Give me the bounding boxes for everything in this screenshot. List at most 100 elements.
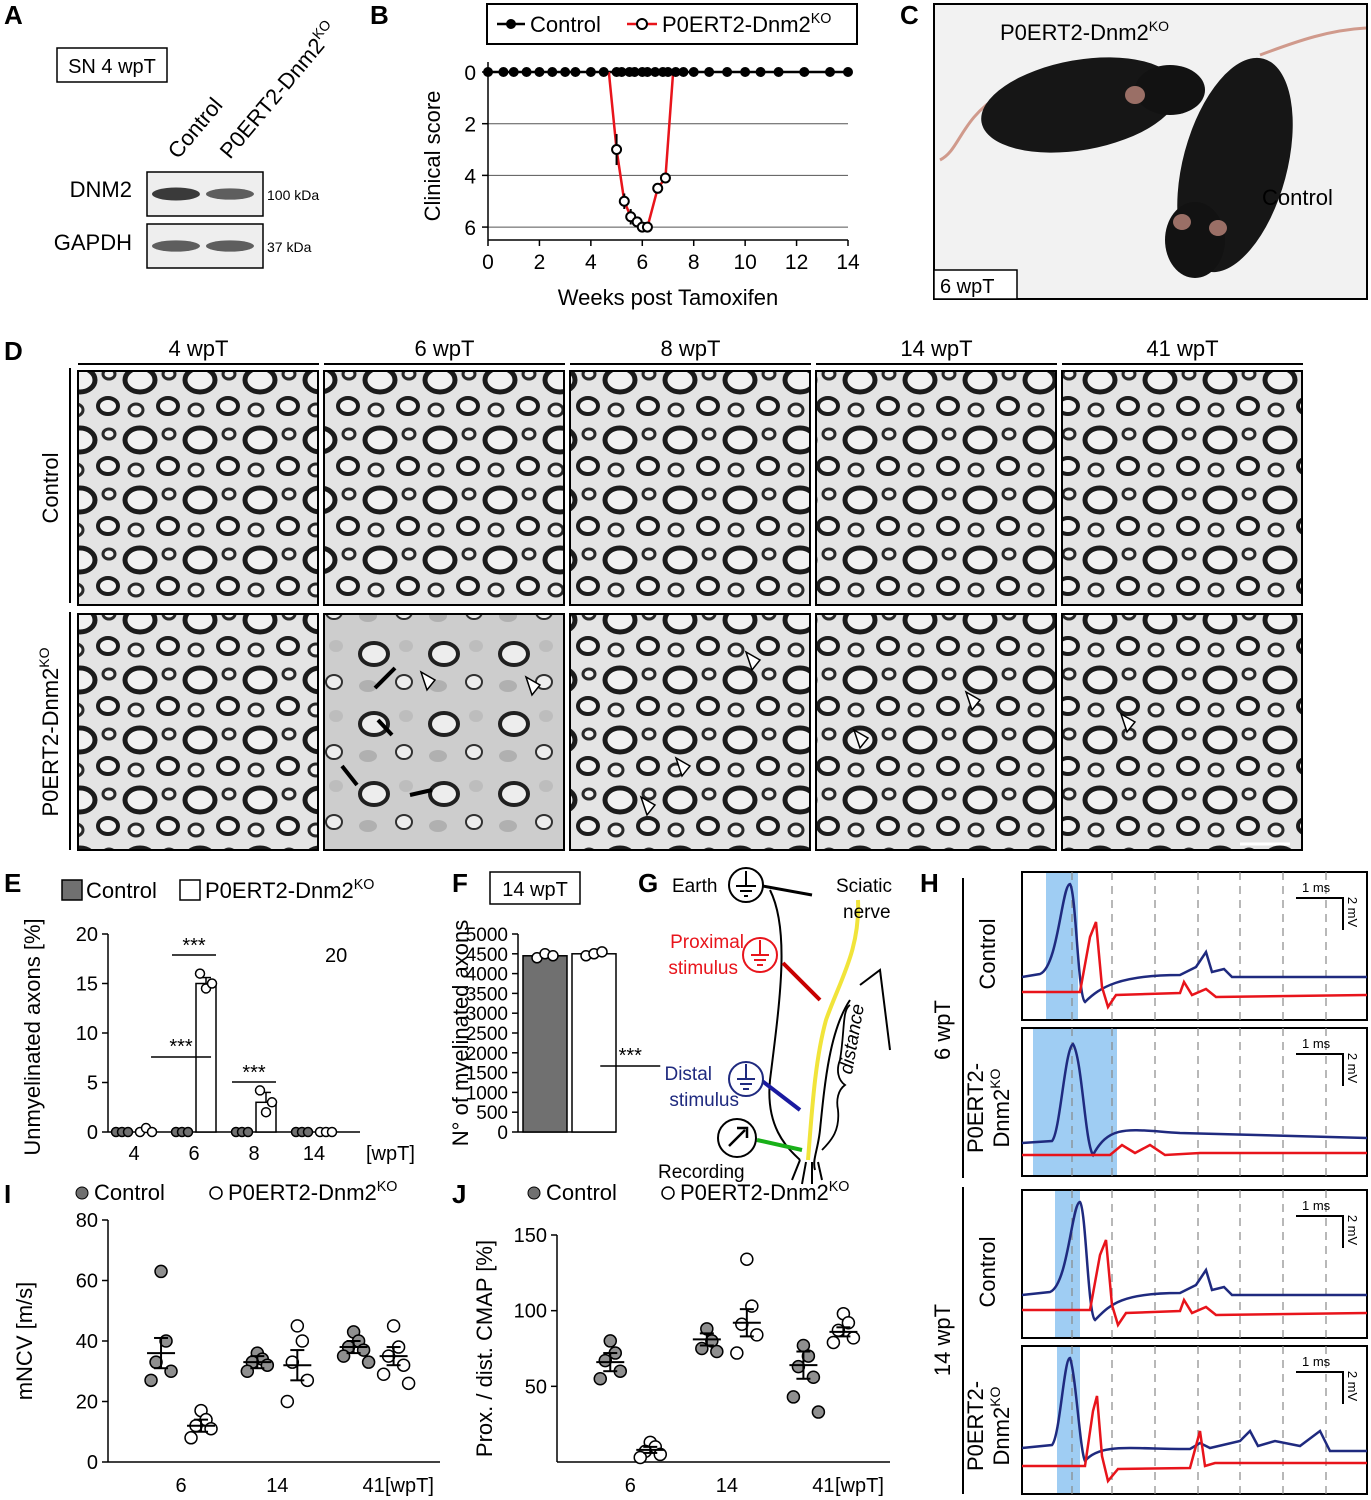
panel-letter-d: D [4,336,23,366]
scale-time-label: 1 ms [1302,1198,1331,1213]
point-control [773,67,784,77]
panel-letter-a: A [4,0,23,30]
point-control [616,67,627,77]
point-control [593,1372,608,1386]
latency-highlight [1055,1191,1080,1337]
y-tick-label: 2500 [466,1024,508,1045]
x-tick-label: 8 [688,251,700,274]
trace-proximal [1022,1143,1367,1157]
y-tick-label: 150 [514,1225,547,1247]
point-ko [841,1316,856,1330]
trace-distal [1021,882,1367,1004]
point-control [786,1390,801,1404]
point-ko [633,1450,648,1465]
point-control [710,1344,724,1359]
scale-time-label: 1 ms [1302,1036,1331,1051]
micrograph-ko [569,613,811,851]
group-label-14wpt: 14 wpT [930,1304,955,1376]
timepoint-label: 14 wpT [900,336,972,361]
data-point [182,1126,194,1138]
data-point [302,1126,314,1138]
panel-letter-h: H [920,868,939,898]
arrow [376,718,394,737]
x-tick-label: 41 [812,1475,834,1497]
panel-c: C P0ERT2-Dnm2KO Control 6 wpT [900,0,1368,300]
legend-marker-ko [636,18,648,30]
arrow [373,666,397,690]
point-control [547,67,558,77]
x-unit-label: [wpT] [366,1143,415,1165]
sciatic-nerve [806,899,861,1161]
y-tick-label: 0 [87,1452,98,1474]
y-axis-label: Prox. / dist. CMAP [%] [472,1240,497,1457]
y-tick-label: 50 [525,1376,547,1398]
label-distal-1: Distal [664,1064,712,1085]
photo-label-ko: P0ERT2-Dnm2KO [1000,18,1169,45]
point-control [629,67,640,77]
data-point [326,1126,338,1138]
y-tick-label: 6 [464,217,476,240]
x-tick-label: 14 [303,1143,325,1165]
point-control [336,1349,351,1363]
scale-bar [1296,897,1344,930]
x-tick-label: 6 [188,1143,199,1165]
data-point [206,978,218,989]
micrograph-control [1061,370,1303,606]
band-gapdh-1 [206,240,254,252]
legend-marker-control [506,19,516,29]
band-dnm2-1 [206,188,254,200]
blot-size-dnm2: 100 kDa [267,187,319,203]
row-label-control: Control [38,453,63,524]
point-ko [750,1328,764,1342]
panel-h: H 6 wpT 14 wpT 1 ms 2 mV Control 1 ms 2 mV P0… [920,868,1368,1495]
point-ko [652,182,664,194]
significance-label: *** [169,1036,193,1058]
panel-letter-b: B [370,0,389,30]
annotation: 20 [325,945,347,967]
data-point [122,1126,134,1138]
trace-distal [1021,1356,1367,1464]
row-label-ko: P0ERT2-Dnm2KO [36,647,63,816]
point-ko [184,1431,198,1445]
bar-control [522,955,568,1133]
x-tick-label: 6 [625,1475,636,1497]
row-label-control: Control [975,919,1000,990]
y-tick-label: 4000 [466,965,508,986]
point-ko [730,1346,744,1360]
x-tick-label: 6 [175,1475,186,1497]
legend-swatch-ko [179,879,201,901]
x-tick-label: 4 [585,251,597,274]
point-control [755,67,766,77]
micrograph-ko [77,613,319,851]
data-point [547,950,559,962]
significance-label: *** [242,1062,266,1084]
arrow [340,764,359,787]
photo-timepoint-box [933,269,1018,300]
group-label-6wpt: 6 wpT [930,1000,955,1060]
legend-label-control: Control [94,1180,165,1205]
scale-bar [1296,1053,1344,1086]
point-control [356,1343,371,1357]
micrograph-control [77,370,319,606]
point-control [154,1264,168,1279]
data-point [146,1126,158,1138]
point-control [722,67,733,77]
chart-f-myelinated: 0500100015002000250030003500400045005000… [448,920,617,1146]
point-ko [618,195,630,207]
arrowhead [1119,712,1137,734]
point-control [799,67,810,77]
panel-g: G [638,867,892,1185]
point-ko [290,1319,305,1333]
point-control [603,1334,618,1348]
micrograph-grid: 4 wpT 6 wpT 8 wpT 14 wpT 41 wpT [77,336,1303,851]
timepoint-label: 4 wpT [169,336,229,361]
chart-f-box-label: 14 wpT [502,879,568,901]
data-point [194,968,206,979]
arrowhead [419,670,437,692]
point-ko [386,1319,401,1333]
micrograph-control [569,370,811,606]
point-control [843,67,853,77]
x-tick-label: 0 [482,251,494,274]
